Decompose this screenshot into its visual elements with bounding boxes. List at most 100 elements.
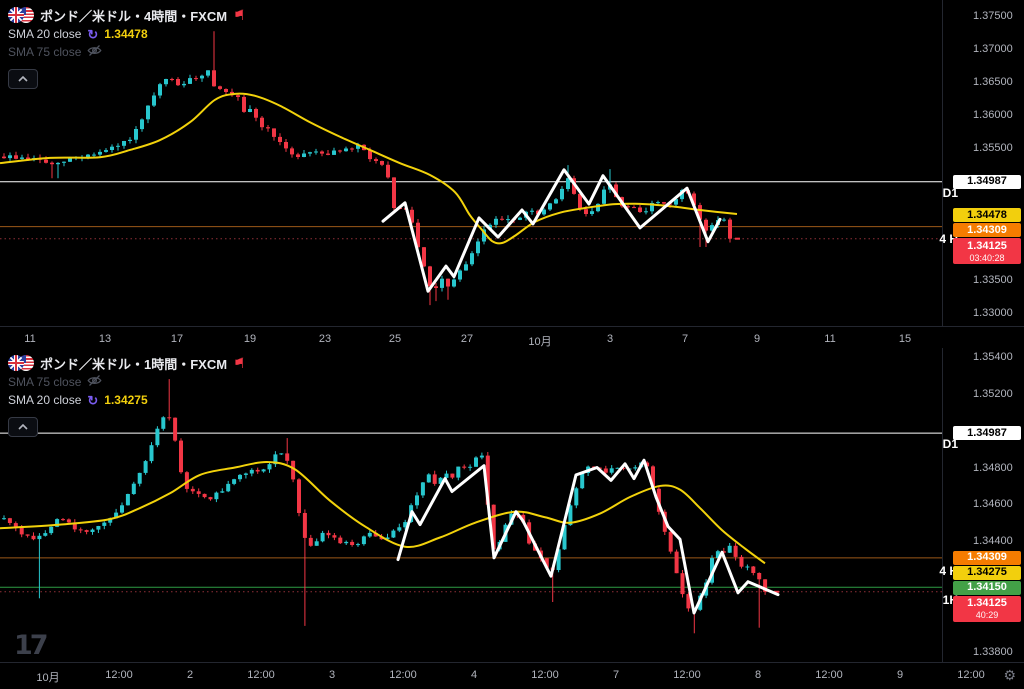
candle-body (13, 523, 18, 528)
candle-body (116, 145, 120, 147)
time-tick-label: 12:00 (531, 669, 559, 681)
candle-body (482, 229, 486, 242)
eye-off-icon[interactable] (87, 44, 102, 60)
time-tick-label: 12:00 (105, 669, 133, 681)
last-price-label: 1.34125 40:29 (953, 595, 1021, 622)
bar-countdown: 03:40:28 (969, 252, 1005, 263)
candle-body (78, 529, 83, 531)
candle-body (194, 78, 198, 80)
candle-body (137, 472, 142, 484)
candle-body (650, 203, 654, 212)
candle-body (224, 89, 228, 92)
flag-marker-icon[interactable]: ⚑ (233, 7, 246, 23)
candle-body (44, 159, 48, 163)
candle-body (161, 417, 166, 429)
candle-body (291, 460, 296, 480)
candle-body (37, 535, 42, 540)
time-tick-label: 12:00 (673, 669, 701, 681)
candle-body (397, 527, 402, 531)
indicator-row-sma75[interactable]: SMA 75 close (8, 373, 246, 391)
time-tick-label: 25 (388, 333, 402, 345)
candle-body (662, 202, 666, 204)
candle-body (50, 162, 54, 165)
collapse-legend-button[interactable] (8, 69, 38, 89)
candle-body (566, 178, 570, 189)
candle-body (739, 556, 744, 567)
candle-body (656, 202, 660, 204)
indicator-row-sma20[interactable]: SMA 20 close ↻ 1.34275 (8, 391, 246, 409)
4h-price-label: 1.34309 (953, 223, 1021, 238)
time-tick-label: 12:00 (815, 669, 843, 681)
price-chart-canvas-4h[interactable] (0, 0, 942, 326)
sma20-price-label: 1.34478 (953, 208, 1021, 223)
candle-body (468, 466, 473, 468)
price-tick-label: 1.35500 (973, 141, 1013, 154)
candle-body (438, 477, 443, 484)
candle-body (92, 154, 96, 156)
candle-body (560, 188, 564, 200)
time-axis-1h[interactable]: ⚙ 10月 12:00 2 12:00 3 12:00 4 12:00 7 12:00 8 12:00… (0, 662, 1024, 689)
candle-body (90, 529, 95, 532)
candle-body (479, 455, 484, 458)
candle-body (152, 95, 156, 106)
candle-body (626, 206, 630, 208)
4h-price-label: 1.34309 (953, 550, 1021, 565)
candle-body (374, 159, 378, 161)
symbol-title-row[interactable]: ポンド／米ドル・1時間・FXCM ⚑ (8, 353, 246, 373)
candle-body (614, 184, 618, 198)
indicator-row-sma20[interactable]: SMA 20 close ↻ 1.34478 (8, 25, 246, 43)
line-timeframe-tag: 4 H (939, 563, 958, 578)
candle-body (290, 148, 294, 155)
time-tick-label: 2 (186, 669, 194, 681)
symbol-title-row[interactable]: ポンド／米ドル・4時間・FXCM ⚑ (8, 5, 246, 25)
time-tick-label: 11 (824, 333, 836, 345)
time-tick-label: 15 (898, 333, 912, 345)
flag-marker-icon[interactable]: ⚑ (233, 355, 246, 371)
candle-body (108, 518, 113, 523)
candle-body (556, 549, 561, 570)
candle-body (491, 504, 496, 550)
candle-body (134, 129, 138, 140)
price-tick-label: 1.33000 (973, 306, 1013, 319)
candle-body (562, 525, 567, 550)
candle-body (220, 491, 225, 493)
time-tick-label: 9 (753, 333, 761, 345)
candle-body (242, 96, 246, 112)
candle-body (26, 157, 30, 160)
candle-body (733, 545, 738, 557)
chart-legend-4h: ポンド／米ドル・4時間・FXCM ⚑ SMA 20 close ↻ 1.3447… (8, 5, 246, 89)
candle-body (120, 505, 124, 513)
line-timeframe-tag: D1 (942, 437, 958, 452)
candle-body (164, 79, 168, 85)
candle-body (43, 533, 48, 536)
candle-body (530, 210, 534, 212)
price-tick-label: 1.36500 (973, 75, 1013, 88)
candle-body (98, 151, 102, 155)
time-tick-label: 7 (612, 669, 620, 681)
price-axis-4h[interactable]: 1.37500 1.37000 1.36500 1.36000 1.35500 1.335… (942, 0, 1024, 326)
candle-body (632, 207, 636, 209)
candle-body (361, 536, 366, 545)
candle-body (332, 150, 336, 155)
candle-body (25, 534, 30, 536)
indicator-row-sma75[interactable]: SMA 75 close (8, 43, 246, 61)
gear-icon[interactable]: ⚙ (1003, 667, 1016, 683)
indicator-label: SMA 20 close (8, 27, 82, 41)
price-axis-1h[interactable]: 1.354001.352001.348001.346001.344001.340… (942, 348, 1024, 662)
candle-body (7, 518, 12, 523)
collapse-legend-button[interactable] (8, 417, 38, 437)
candle-body (248, 109, 252, 112)
candle-body (350, 148, 354, 150)
time-tick-label: 17 (170, 333, 184, 345)
candle-body (476, 241, 480, 254)
price-chart-canvas-1h[interactable] (0, 348, 942, 662)
sma-20-line (0, 92, 738, 245)
candle-body (494, 218, 498, 225)
candle-body (728, 219, 732, 239)
time-axis-4h[interactable]: 11 13 17 19 23 25 27 10月 3 7 9 11 15 (0, 326, 1024, 349)
candle-body (320, 532, 325, 542)
time-tick-label: 3 (328, 669, 336, 681)
price-tick-label: 1.33500 (973, 273, 1013, 286)
eye-off-icon[interactable] (87, 374, 102, 390)
candle-body (125, 494, 130, 506)
